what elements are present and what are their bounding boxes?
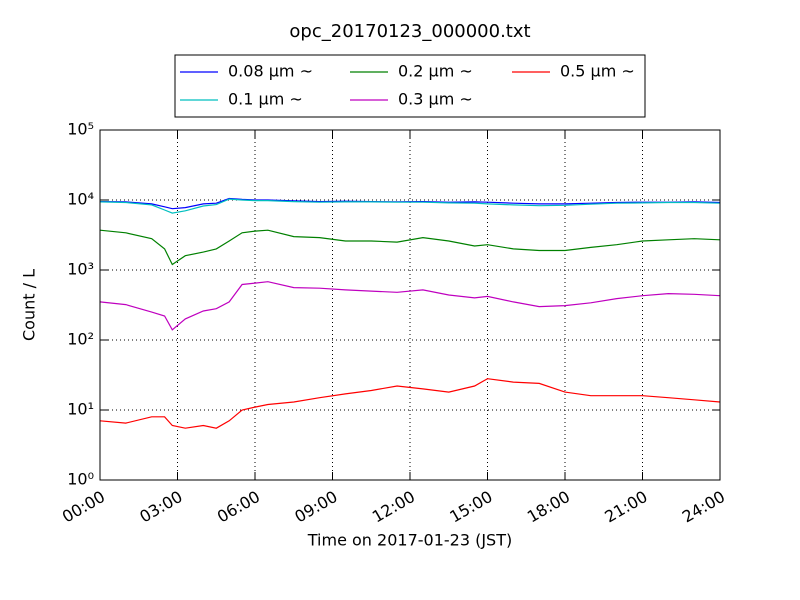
data-line xyxy=(99,378,721,429)
data-line xyxy=(99,229,721,266)
legend-label: 0.1 μm ~ xyxy=(228,90,303,109)
legend-label: 0.3 μm ~ xyxy=(398,90,473,109)
legend-box xyxy=(174,54,646,118)
plot-frame xyxy=(99,129,721,481)
chart-title: opc_20170123_000000.txt xyxy=(289,21,530,42)
y-axis-label: Count / L xyxy=(20,269,39,341)
legend-label: 0.5 μm ~ xyxy=(560,62,635,81)
data-line xyxy=(99,281,721,331)
y-tick-label: 10⁴ xyxy=(67,190,94,209)
y-tick-label: 10² xyxy=(67,330,94,349)
y-tick-label: 10⁰ xyxy=(67,470,94,489)
y-tick-label: 10⁵ xyxy=(67,120,94,139)
legend-label: 0.08 μm ~ xyxy=(228,62,313,81)
x-axis-label: Time on 2017-01-23 (JST) xyxy=(307,531,512,550)
legend-label: 0.2 μm ~ xyxy=(398,62,473,81)
y-tick-label: 10¹ xyxy=(67,400,94,419)
data-line xyxy=(99,198,721,214)
y-tick-label: 10³ xyxy=(67,260,94,279)
